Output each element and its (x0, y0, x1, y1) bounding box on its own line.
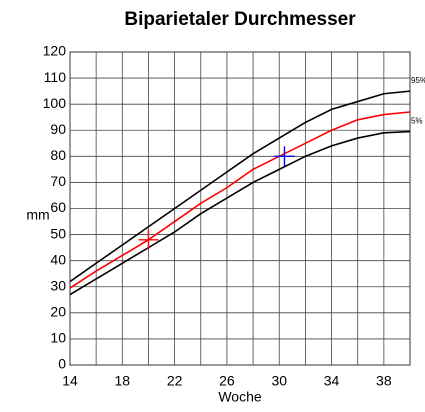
x-tick-label: 30 (271, 373, 287, 389)
series-line (69, 90, 411, 283)
x-tick-label: 22 (167, 373, 183, 389)
x-tick-label: 18 (115, 373, 131, 389)
y-tick-label: 120 (43, 43, 67, 59)
x-axis-label: Woche (218, 389, 262, 405)
y-tick-label: 100 (43, 95, 67, 111)
y-tick-label: 40 (50, 251, 66, 267)
x-tick-label: 14 (62, 373, 78, 389)
y-tick-label: 50 (50, 225, 66, 241)
x-tick-label: 34 (324, 373, 340, 389)
y-tick-label: 0 (58, 356, 66, 372)
marker (138, 229, 159, 250)
y-tick-label: 60 (50, 199, 66, 215)
marker (274, 146, 295, 167)
y-tick-label: 80 (50, 147, 66, 163)
y-axis-label: mm (26, 207, 49, 223)
y-tick-label: 90 (50, 121, 66, 137)
series-label: 95% (411, 76, 425, 85)
series-line (69, 111, 411, 289)
series-label: 5% (411, 117, 423, 126)
y-tick-label: 20 (50, 304, 66, 320)
x-tick-label: 26 (219, 373, 235, 389)
chart-title: Biparietaler Durchmesser (124, 9, 356, 30)
series-line (69, 130, 411, 296)
y-tick-label: 110 (44, 69, 67, 85)
y-tick-label: 10 (50, 330, 66, 346)
y-tick-label: 70 (50, 173, 66, 189)
x-tick-label: 38 (376, 373, 392, 389)
y-tick-label: 30 (50, 277, 66, 293)
